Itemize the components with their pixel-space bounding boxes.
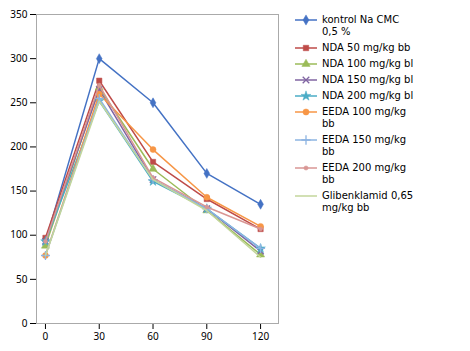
svg-text:30: 30 xyxy=(94,329,106,343)
html-text:NDA 100 mg/kg bl: NDA 100 mg/kg bl xyxy=(322,58,414,69)
html-text:EEDA 150 mg/kg bb: EEDA 150 mg/kg bb xyxy=(322,134,406,157)
svg-text:90: 90 xyxy=(201,329,213,343)
html-text:kontrol Na CMC 0,5 %: kontrol Na CMC 0,5 % xyxy=(322,14,400,37)
svg-text:250: 250 xyxy=(10,95,27,109)
html-text:EEDA 200 mg/kg bb: EEDA 200 mg/kg bb xyxy=(322,162,406,185)
svg-text:300: 300 xyxy=(10,51,27,65)
html-text:NDA 200 mg/kg bl: NDA 200 mg/kg bl xyxy=(322,90,414,101)
html-text:NDA 150 mg/kg bl: NDA 150 mg/kg bl xyxy=(322,74,414,85)
svg-text:150: 150 xyxy=(10,183,27,197)
svg-text:100: 100 xyxy=(10,227,27,241)
html-text:EEDA 100 mg/kg bb: EEDA 100 mg/kg bb xyxy=(322,106,406,129)
svg-text:50: 50 xyxy=(16,272,28,286)
svg-text:60: 60 xyxy=(147,329,159,343)
svg-text:0: 0 xyxy=(43,329,49,343)
svg-text:200: 200 xyxy=(10,139,27,153)
svg-text:0: 0 xyxy=(22,316,28,330)
html-text:NDA 50 mg/kg bb: NDA 50 mg/kg bb xyxy=(322,42,411,53)
svg-text:120: 120 xyxy=(252,329,269,343)
svg-text:350: 350 xyxy=(10,7,27,21)
html-text:Glibenklamid 0,65 mg/kg bb: Glibenklamid 0,65 mg/kg bb xyxy=(322,190,414,213)
